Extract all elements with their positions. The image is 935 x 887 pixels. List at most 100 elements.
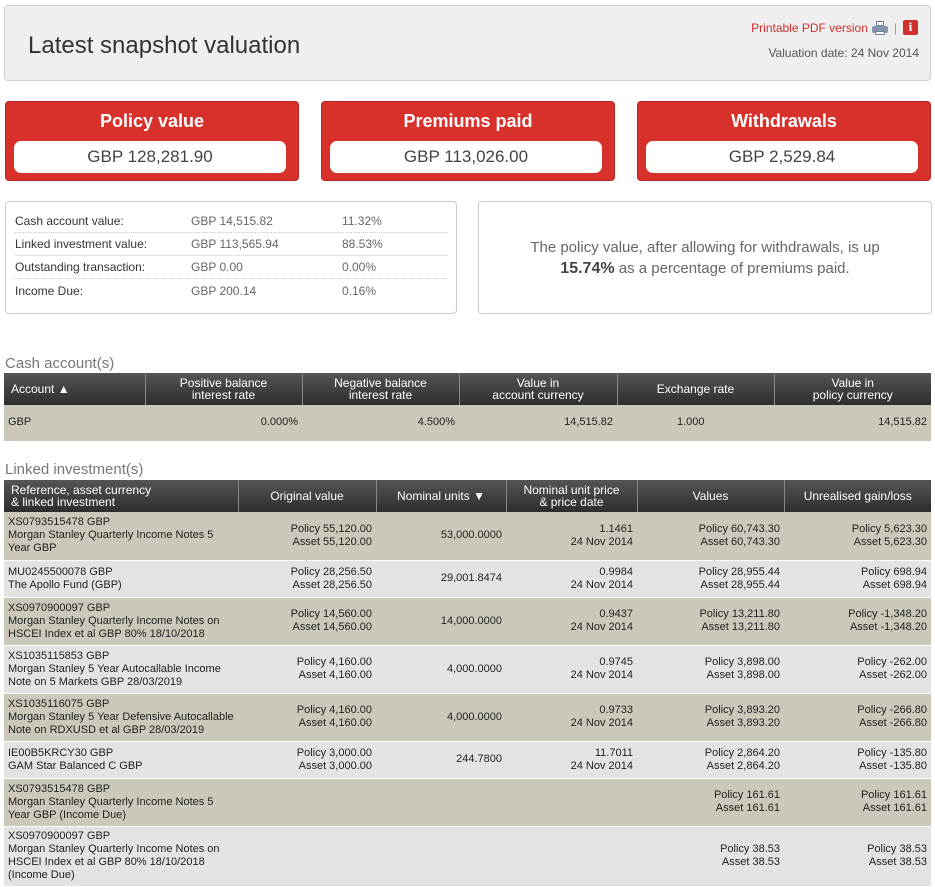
cell-reference: XS0970900097 GBP Morgan Stanley Quarterl… <box>4 597 238 646</box>
page-title: Latest snapshot valuation <box>28 32 301 59</box>
cell-reference: XS1035116075 GBP Morgan Stanley 5 Year D… <box>4 693 238 742</box>
table-row: MU0245500078 GBP The Apollo Fund (GBP) Po… <box>4 560 931 598</box>
cell-unit-price <box>506 826 637 887</box>
col-exchange-rate[interactable]: Exchange rate <box>617 373 775 405</box>
cell-values: Policy 3,898.00 Asset 3,898.00 <box>637 645 784 694</box>
cell-original-value: Policy 55,120.00 Asset 55,120.00 <box>238 512 376 561</box>
cell-unit-price: 0.9745 24 Nov 2014 <box>506 645 637 694</box>
cell-account: GBP <box>4 405 145 442</box>
policy-value-tile: Policy value GBP 128,281.90 <box>5 101 299 181</box>
premiums-paid-label: Premiums paid <box>403 111 533 131</box>
breakdown-row: Outstanding transaction: GBP 0.00 0.00% <box>15 256 448 279</box>
breakdown-label: Linked investment value: <box>15 237 148 251</box>
cell-values: Policy 60,743.30 Asset 60,743.30 <box>637 512 784 561</box>
col-values[interactable]: Values <box>637 480 785 512</box>
cell-original-value: Policy 4,160.00 Asset 4,160.00 <box>238 693 376 742</box>
summary-text-after: as a percentage of premiums paid. <box>618 259 850 277</box>
cell-nominal-units: 29,001.8474 <box>376 560 506 598</box>
cell-original-value <box>238 826 376 887</box>
cell-reference: XS0793515478 GBP Morgan Stanley Quarterl… <box>4 778 238 827</box>
link-separator: | <box>893 20 897 35</box>
breakdown-amount: GBP 0.00 <box>191 260 243 274</box>
breakdown-amount: GBP 113,565.94 <box>191 237 279 251</box>
withdrawals-amount: GBP 2,529.84 <box>646 141 918 173</box>
cell-values: Policy 161.61 Asset 161.61 <box>637 778 784 827</box>
cell-reference: MU0245500078 GBP The Apollo Fund (GBP) <box>4 560 238 598</box>
cell-nominal-units: 14,000.0000 <box>376 597 506 646</box>
cell-original-value: Policy 3,000.00 Asset 3,000.00 <box>238 741 376 779</box>
breakdown-row: Cash account value: GBP 14,515.82 11.32% <box>15 210 448 233</box>
col-reference[interactable]: Reference, asset currency & linked inves… <box>4 480 239 512</box>
premiums-paid-tile: Premiums paid GBP 113,026.00 <box>321 101 615 181</box>
cell-nominal-units: 53,000.0000 <box>376 512 506 561</box>
policy-value-label: Policy value <box>99 111 205 131</box>
cell-value-policy: 14,515.82 <box>774 405 931 442</box>
valuation-date: Valuation date: 24 Nov 2014 <box>768 46 919 60</box>
cash-accounts-table: Account ▲ Positive balance interest rate… <box>4 373 931 442</box>
cell-reference: XS0970900097 GBP Morgan Stanley Quarterl… <box>4 826 238 887</box>
cell-original-value: Policy 14,560.00 Asset 14,560.00 <box>238 597 376 646</box>
breakdown-label: Cash account value: <box>15 214 124 228</box>
performance-summary: The policy value, after allowing for wit… <box>478 201 932 314</box>
table-row: XS1035115853 GBP Morgan Stanley 5 Year A… <box>4 645 931 694</box>
col-negative-rate[interactable]: Negative balance interest rate <box>302 373 460 405</box>
table-row: XS0793515478 GBP Morgan Stanley Quarterl… <box>4 512 931 561</box>
cell-positive-rate: 0.000% <box>145 405 302 442</box>
cell-unrealised-gain: Policy -262.00 Asset -262.00 <box>784 645 931 694</box>
pdf-link-group: Printable PDF version | i <box>751 20 918 35</box>
breakdown-row: Income Due: GBP 200.14 0.16% <box>15 279 448 302</box>
cell-values: Policy 28,955.44 Asset 28,955.44 <box>637 560 784 598</box>
cell-nominal-units <box>376 778 506 827</box>
breakdown-amount: GBP 14,515.82 <box>191 214 273 228</box>
breakdown-percent: 0.00% <box>342 260 377 274</box>
col-unit-price[interactable]: Nominal unit price & price date <box>506 480 638 512</box>
breakdown-label: Outstanding transaction: <box>15 260 146 274</box>
summary-text-before: The policy value, after allowing for wit… <box>530 238 880 256</box>
cell-original-value: Policy 4,160.00 Asset 4,160.00 <box>238 645 376 694</box>
cell-values: Policy 3,893.20 Asset 3,893.20 <box>637 693 784 742</box>
table-row: IE00B5KRCY30 GBP GAM Star Balanced C GBP… <box>4 741 931 779</box>
cell-reference: XS0793515478 GBP Morgan Stanley Quarterl… <box>4 512 238 561</box>
cell-nominal-units <box>376 826 506 887</box>
cell-values: Policy 2,864.20 Asset 2,864.20 <box>637 741 784 779</box>
breakdown-row: Linked investment value: GBP 113,565.94 … <box>15 233 448 256</box>
col-value-account-currency[interactable]: Value in account currency <box>459 373 618 405</box>
linked-investments-title: Linked investment(s) <box>5 461 144 478</box>
table-row: XS0970900097 GBP Morgan Stanley Quarterl… <box>4 826 931 887</box>
col-unrealised-gain[interactable]: Unrealised gain/loss <box>784 480 931 512</box>
breakdown-percent: 11.32% <box>342 214 382 228</box>
table-row: XS0970900097 GBP Morgan Stanley Quarterl… <box>4 597 931 646</box>
cell-value-account: 14,515.82 <box>459 405 617 442</box>
cell-unrealised-gain: Policy -266.80 Asset -266.80 <box>784 693 931 742</box>
cell-reference: IE00B5KRCY30 GBP GAM Star Balanced C GBP <box>4 741 238 779</box>
cell-unrealised-gain: Policy -135.80 Asset -135.80 <box>784 741 931 779</box>
breakdown-label: Income Due: <box>15 283 84 298</box>
cash-accounts-title: Cash account(s) <box>5 355 115 372</box>
table-row: XS0793515478 GBP Morgan Stanley Quarterl… <box>4 778 931 827</box>
breakdown-percent: 88.53% <box>342 237 383 251</box>
cell-nominal-units: 244.7800 <box>376 741 506 779</box>
cell-unrealised-gain: Policy 161.61 Asset 161.61 <box>784 778 931 827</box>
premiums-paid-amount: GBP 113,026.00 <box>330 141 602 173</box>
cell-values: Policy 38.53 Asset 38.53 <box>637 826 784 887</box>
printer-icon[interactable] <box>871 20 888 35</box>
cell-nominal-units: 4,000.0000 <box>376 693 506 742</box>
value-breakdown: Cash account value: GBP 14,515.82 11.32%… <box>5 201 457 314</box>
col-positive-rate[interactable]: Positive balance interest rate <box>145 373 303 405</box>
cell-unit-price: 0.9733 24 Nov 2014 <box>506 693 637 742</box>
breakdown-percent: 0.16% <box>342 283 377 298</box>
info-icon[interactable]: i <box>903 20 918 35</box>
cell-unit-price: 11.7011 24 Nov 2014 <box>506 741 637 779</box>
col-nominal-units[interactable]: Nominal units ▼ <box>376 480 507 512</box>
col-account[interactable]: Account ▲ <box>4 373 146 405</box>
summary-percent: 15.74% <box>560 259 615 277</box>
valuation-header: Latest snapshot valuation Printable PDF … <box>4 5 931 81</box>
cell-unit-price: 0.9984 24 Nov 2014 <box>506 560 637 598</box>
printable-pdf-link[interactable]: Printable PDF version <box>751 20 868 35</box>
col-original-value[interactable]: Original value <box>238 480 377 512</box>
cell-unrealised-gain: Policy 38.53 Asset 38.53 <box>784 826 931 887</box>
col-value-policy-currency[interactable]: Value in policy currency <box>774 373 931 405</box>
cell-unrealised-gain: Policy -1,348.20 Asset -1,348.20 <box>784 597 931 646</box>
table-row: GBP 0.000% 4.500% 14,515.82 1.000 14,515… <box>4 405 931 442</box>
policy-value-amount: GBP 128,281.90 <box>14 141 286 173</box>
